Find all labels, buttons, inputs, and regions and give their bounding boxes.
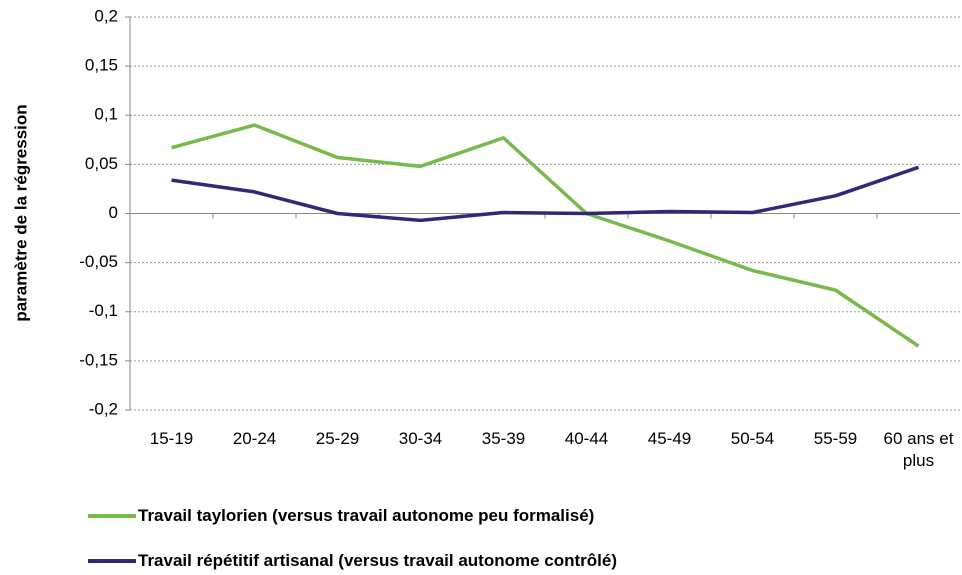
y-tick-label: -0,05 xyxy=(79,252,118,271)
y-tick-label: -0,2 xyxy=(89,399,118,418)
legend-label: Travail taylorien (versus travail autono… xyxy=(138,506,595,525)
x-tick-label: 15-19 xyxy=(149,429,194,448)
y-tick-label: 0,2 xyxy=(94,6,118,25)
x-tick-label: 20-24 xyxy=(232,429,277,448)
x-tick-label: 35-39 xyxy=(481,429,526,448)
y-axis-title: paramètre de la régression xyxy=(11,104,30,321)
y-tick-label: -0,1 xyxy=(89,301,118,320)
y-tick-label: 0,05 xyxy=(85,154,118,173)
y-tick-label: 0 xyxy=(109,203,118,222)
y-tick-label: 0,15 xyxy=(85,56,118,75)
x-tick-label: 55-59 xyxy=(813,429,858,448)
x-tick-label: 40-44 xyxy=(564,429,609,448)
x-tick-label: 45-49 xyxy=(647,429,692,448)
legend-swatch xyxy=(88,514,136,518)
legend-label: Travail répétitif artisanal (versus trav… xyxy=(138,551,617,570)
x-tick-label: 60 ans et plus xyxy=(883,429,954,470)
series-line xyxy=(171,165,920,223)
legend-swatch xyxy=(88,559,136,563)
x-tick-label: 30-34 xyxy=(398,429,443,448)
x-tick-label: 50-54 xyxy=(730,429,775,448)
legend-item: Travail taylorien (versus travail autono… xyxy=(88,506,594,526)
x-tick-label: 25-29 xyxy=(315,429,360,448)
y-tick-label: 0,1 xyxy=(94,105,118,124)
legend-item: Travail répétitif artisanal (versus trav… xyxy=(88,551,617,571)
y-tick-label: -0,15 xyxy=(79,350,118,369)
series-line xyxy=(171,123,920,348)
